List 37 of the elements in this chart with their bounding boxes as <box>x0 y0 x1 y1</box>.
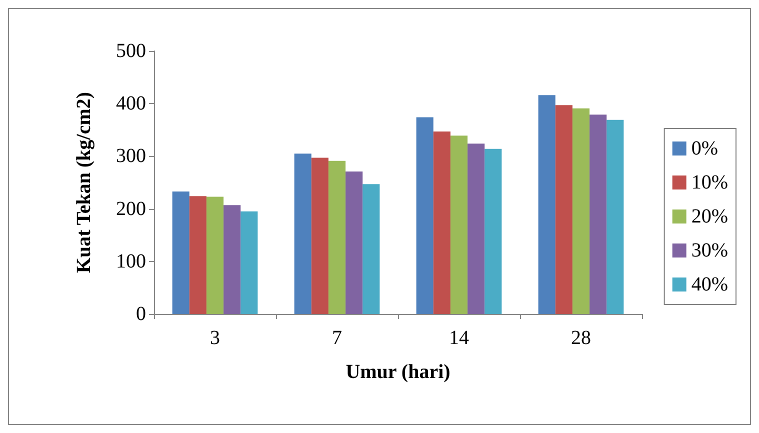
bar <box>416 117 434 314</box>
bar <box>294 154 312 314</box>
legend-label: 0% <box>691 138 718 160</box>
x-tick-label: 28 <box>571 327 591 349</box>
bar <box>555 105 572 314</box>
legend-label: 20% <box>691 206 728 228</box>
bar <box>433 131 450 314</box>
legend-label: 40% <box>691 274 728 296</box>
bar <box>206 196 224 314</box>
x-tick-label: 7 <box>332 327 342 349</box>
y-tick-label: 100 <box>116 250 146 272</box>
bar <box>450 136 468 314</box>
bar <box>224 205 241 314</box>
bar <box>590 114 607 314</box>
bar <box>328 160 346 314</box>
bar <box>538 95 556 314</box>
x-tick-label: 14 <box>449 327 469 349</box>
bar <box>189 196 206 314</box>
bar <box>572 108 590 314</box>
y-tick-label: 500 <box>116 40 146 62</box>
bar <box>240 211 258 314</box>
y-tick-label: 300 <box>116 145 146 168</box>
legend-label: 30% <box>691 240 728 262</box>
bar <box>468 144 485 314</box>
bar <box>311 158 328 314</box>
y-tick-label: 0 <box>136 303 146 325</box>
legend-label: 10% <box>691 172 728 194</box>
bar <box>484 148 502 314</box>
bar <box>362 184 380 314</box>
bar <box>346 171 363 314</box>
bar <box>172 191 190 314</box>
y-tick-label: 400 <box>116 92 146 115</box>
bar <box>606 120 624 314</box>
x-tick-label: 3 <box>210 327 220 349</box>
y-tick-label: 200 <box>116 198 146 220</box>
y-axis-title: Kuat Tekan (kg/cm2) <box>73 92 95 274</box>
x-axis-title: Umur (hari) <box>346 361 450 383</box>
